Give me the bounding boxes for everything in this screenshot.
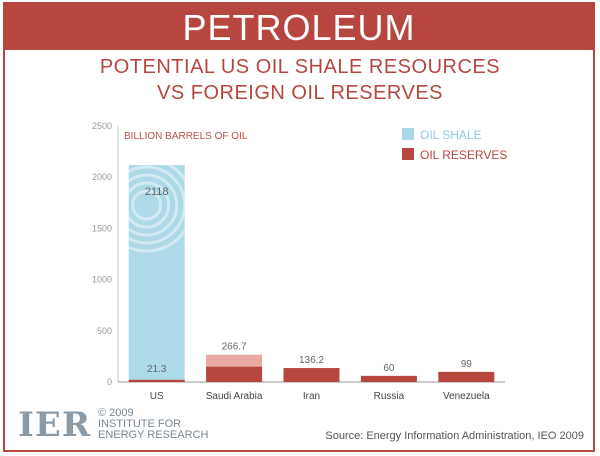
x-tick-label: Venezuela — [443, 391, 490, 402]
data-label: 60 — [383, 363, 395, 374]
x-tick-label: Iran — [303, 391, 320, 402]
bar-oil-reserves — [206, 366, 263, 382]
legend-label: OIL RESERVES — [420, 148, 507, 162]
bar-decoration-arc — [128, 165, 185, 245]
bar-oil-reserves — [360, 375, 417, 382]
legend-swatch — [402, 148, 414, 160]
banner-title: PETROLEUM — [5, 4, 593, 50]
bar-oil-reserves-upper — [206, 354, 263, 367]
y-tick-label: 500 — [97, 326, 112, 336]
bar-decoration-arc — [128, 165, 185, 253]
y-tick-label: 1000 — [92, 275, 112, 285]
subtitle-line1: POTENTIAL US OIL SHALE RESOURCES — [99, 56, 501, 78]
y-axis-title: BILLION BARRELS OF OIL — [124, 131, 248, 142]
x-tick-label: Saudi Arabia — [206, 391, 263, 402]
subtitle-line2: VS FOREIGN OIL RESERVES — [156, 82, 444, 104]
x-tick-label: US — [150, 391, 164, 402]
bar-oil-shale — [128, 165, 185, 382]
data-label: 2118 — [145, 186, 169, 198]
data-label: 21.3 — [147, 364, 167, 375]
ier-logo: IER — [18, 405, 92, 445]
bar-decoration-arc — [128, 181, 171, 229]
y-tick-label: 2500 — [92, 121, 112, 131]
legend-swatch — [402, 128, 414, 140]
data-label: 99 — [461, 359, 473, 370]
bar-decoration-arc — [131, 189, 163, 221]
bar-decoration-arc — [128, 173, 179, 237]
bar-oil-reserves — [128, 379, 185, 382]
bar-oil-reserves — [438, 371, 495, 382]
data-label: 266.7 — [222, 342, 247, 353]
bar-oil-reserves — [283, 368, 340, 382]
x-tick-label: Russia — [374, 391, 405, 402]
org-line1: INSTITUTE FOR — [98, 418, 182, 430]
org-line2: ENERGY RESEARCH — [98, 429, 209, 441]
data-label: 136.2 — [299, 355, 324, 366]
copyright-text: © 2009 — [98, 407, 134, 419]
footer-copyright: © 2009 INSTITUTE FOR ENERGY RESEARCH — [98, 408, 208, 441]
y-tick-label: 1500 — [92, 223, 112, 233]
y-tick-label: 0 — [107, 377, 112, 387]
source-note: Source: Energy Information Administratio… — [325, 430, 584, 442]
y-tick-label: 2000 — [92, 172, 112, 182]
legend-label: OIL SHALE — [420, 128, 482, 142]
